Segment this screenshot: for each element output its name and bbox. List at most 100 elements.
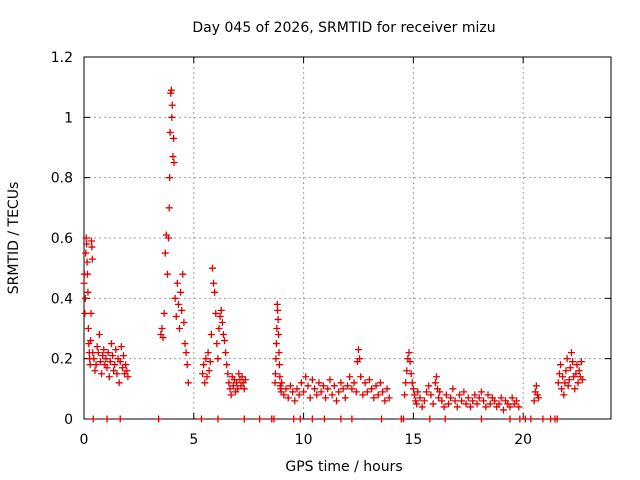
data-point [123, 367, 131, 375]
data-point [495, 400, 503, 408]
data-point [270, 415, 278, 423]
data-point [427, 391, 435, 399]
data-point [401, 391, 409, 399]
data-point [94, 349, 102, 357]
data-point [330, 382, 338, 390]
data-point [272, 340, 280, 348]
data-point [170, 159, 178, 167]
data-point [87, 309, 95, 317]
data-point [221, 337, 229, 345]
data-point [480, 397, 488, 405]
data-point [179, 270, 187, 278]
data-point [163, 270, 171, 278]
data-point [167, 89, 175, 97]
data-point [381, 397, 389, 405]
data-point [183, 361, 191, 369]
y-tick-label: 0 [64, 412, 73, 428]
data-point [284, 394, 292, 402]
data-point [571, 385, 579, 393]
data-point [414, 388, 422, 396]
data-point [565, 376, 573, 384]
data-point [181, 340, 189, 348]
data-point [453, 403, 461, 411]
data-point [173, 279, 181, 287]
data-point [527, 415, 535, 423]
data-point [84, 270, 92, 278]
data-point [161, 249, 169, 257]
data-point [91, 367, 99, 375]
data-point [87, 337, 95, 345]
data-point [166, 174, 174, 182]
data-point [226, 385, 234, 393]
data-point [337, 379, 345, 387]
data-point [217, 306, 225, 314]
data-point [357, 373, 365, 381]
data-point [84, 325, 92, 332]
data-point [204, 349, 212, 357]
data-point [113, 370, 121, 378]
data-point [171, 294, 179, 302]
data-point [482, 403, 490, 411]
data-point [229, 382, 237, 390]
data-point [455, 391, 463, 399]
data-point [213, 340, 221, 348]
data-point [449, 385, 457, 393]
data-point [477, 388, 485, 396]
data-point [290, 415, 298, 423]
data-point [124, 373, 132, 381]
axis-ticks: 0 0.2 0.4 0.6 0.8 1 1.2 0 5 10 15 20 [51, 50, 611, 448]
data-point [359, 391, 367, 399]
data-point [558, 385, 566, 393]
data-point [218, 318, 226, 326]
data-point [169, 153, 177, 161]
data-point [561, 379, 569, 387]
data-point [563, 355, 571, 363]
data-point [308, 376, 316, 384]
y-tick-label: 0.2 [51, 352, 73, 368]
data-point [440, 403, 448, 411]
data-point [506, 403, 514, 411]
data-point [286, 382, 294, 390]
data-point [513, 397, 521, 405]
data-point [227, 391, 235, 399]
data-point [177, 288, 185, 296]
data-point [295, 391, 303, 399]
data-point [350, 379, 358, 387]
data-point [99, 352, 107, 360]
data-point [81, 294, 89, 302]
data-point [274, 315, 282, 323]
data-point [182, 349, 190, 357]
data-point [83, 258, 91, 266]
data-point [451, 397, 459, 405]
data-point [106, 358, 114, 366]
data-point [93, 343, 101, 351]
data-point [235, 370, 243, 378]
data-point [278, 379, 286, 387]
data-point [363, 388, 371, 396]
data-point [174, 300, 182, 308]
x-tick-label: 10 [295, 432, 313, 448]
data-point [361, 379, 369, 387]
chart-title: Day 045 of 2026, SRMTID for receiver miz… [192, 20, 495, 36]
data-point [210, 279, 218, 287]
data-point [234, 385, 242, 393]
data-point [86, 361, 94, 369]
data-point [88, 255, 96, 263]
data-point [118, 364, 126, 372]
data-point [107, 340, 115, 348]
data-point [215, 325, 223, 332]
data-point [104, 349, 112, 357]
data-point [328, 391, 336, 399]
data-point [300, 388, 308, 396]
data-point [320, 415, 328, 423]
data-point [399, 415, 407, 423]
data-point [96, 358, 104, 366]
data-point [297, 379, 305, 387]
data-point [167, 86, 175, 94]
data-point [346, 373, 354, 381]
data-point [506, 415, 514, 423]
data-point [530, 397, 538, 405]
data-point [208, 264, 216, 272]
data-point [241, 376, 249, 384]
data-point [201, 379, 209, 387]
